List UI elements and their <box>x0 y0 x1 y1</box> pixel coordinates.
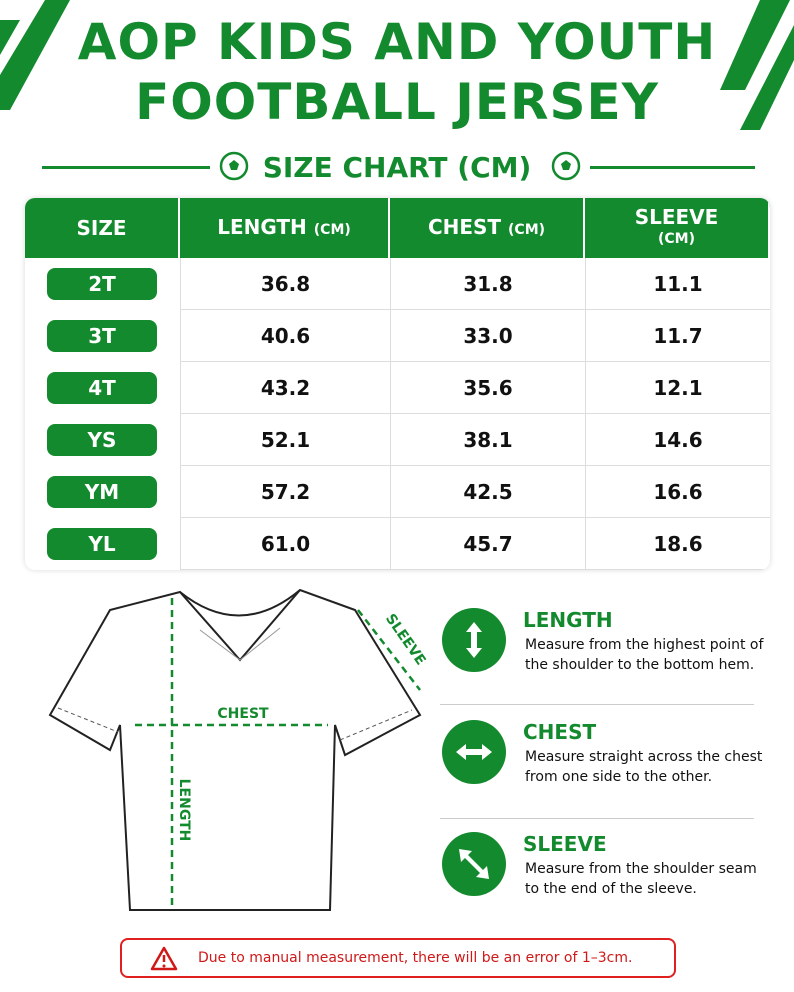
table-cell: 45.7 <box>390 518 585 570</box>
header-cell: LENGTH (CM) <box>180 198 390 258</box>
warning-icon <box>150 946 178 971</box>
guide-text: Measure from the shoulder seam to the en… <box>525 861 757 897</box>
table-cell: 11.1 <box>585 258 770 310</box>
guide-title: LENGTH <box>523 608 613 632</box>
size-pill: YL <box>47 528 157 560</box>
ball-icon <box>219 151 249 181</box>
guide-icon <box>442 720 506 784</box>
table-cell: 52.1 <box>180 414 390 466</box>
size-table: SIZE LENGTH (CM) CHEST (CM) SLEEVE (CM) 2T 36.… <box>25 198 770 570</box>
table-cell: 35.6 <box>390 362 585 414</box>
header-unit: (CM) <box>657 231 695 247</box>
header-label: LENGTH <box>217 214 307 239</box>
corner-stripes <box>0 0 794 130</box>
table-cell: 42.5 <box>390 466 585 518</box>
separator <box>440 818 754 819</box>
table-cell: 11.7 <box>585 310 770 362</box>
size-pill: 3T <box>47 320 157 352</box>
jersey-diagram: CHEST LENGTH SLEEVE <box>48 588 429 911</box>
table-cell: 14.6 <box>585 414 770 466</box>
header-cell: SIZE <box>25 198 180 258</box>
table-cell: 16.6 <box>585 466 770 518</box>
table-cell: 43.2 <box>180 362 390 414</box>
size-pill: YS <box>47 424 157 456</box>
header-wrap: CHEST (CM) <box>428 216 545 241</box>
separator <box>440 704 754 705</box>
guide-text: Measure straight across the chest from o… <box>525 749 763 785</box>
table-cell: 18.6 <box>585 518 770 570</box>
header-unit: (CM) <box>508 221 546 238</box>
table-cell: 38.1 <box>390 414 585 466</box>
chest-label: CHEST <box>217 706 269 722</box>
table-cell: 31.8 <box>390 258 585 310</box>
header-unit: (CM) <box>313 221 351 238</box>
guide-icon <box>442 832 506 896</box>
title-line: FOOTBALL JERSEY <box>135 73 659 131</box>
header-label: CHEST <box>427 214 502 239</box>
size-pill: 2T <box>47 268 157 300</box>
table-cell: 61.0 <box>180 518 390 570</box>
table-cell: 40.6 <box>180 310 390 362</box>
table-cell: 36.8 <box>180 258 390 310</box>
note-box: Due to manual measurement, there will be… <box>120 938 676 978</box>
divider <box>590 166 755 169</box>
guide-text: Measure from the highest point of the sh… <box>525 637 764 673</box>
guide-title: SLEEVE <box>523 832 607 856</box>
guide-title: CHEST <box>523 720 597 744</box>
ball-icon <box>551 151 581 181</box>
subtitle: SIZE CHART (CM) <box>262 151 532 184</box>
sleeve-label: SLEEVE <box>382 611 429 668</box>
header-wrap: LENGTH (CM) <box>217 216 351 241</box>
size-pill: 4T <box>47 372 157 404</box>
length-label: LENGTH <box>176 779 192 842</box>
divider <box>42 166 210 169</box>
header-label: SLEEVE <box>634 205 719 229</box>
note-text: Due to manual measurement, there will be… <box>198 950 633 966</box>
table-cell: 33.0 <box>390 310 585 362</box>
title-line: AOP KIDS AND YOUTH <box>77 13 717 71</box>
table-cell: 12.1 <box>585 362 770 414</box>
header-label: SIZE <box>76 216 127 240</box>
table-cell: 57.2 <box>180 466 390 518</box>
guide-icon <box>442 608 506 672</box>
header-cell: CHEST (CM) <box>390 198 585 258</box>
header-cell: SLEEVE (CM) <box>585 198 770 258</box>
size-pill: YM <box>47 476 157 508</box>
